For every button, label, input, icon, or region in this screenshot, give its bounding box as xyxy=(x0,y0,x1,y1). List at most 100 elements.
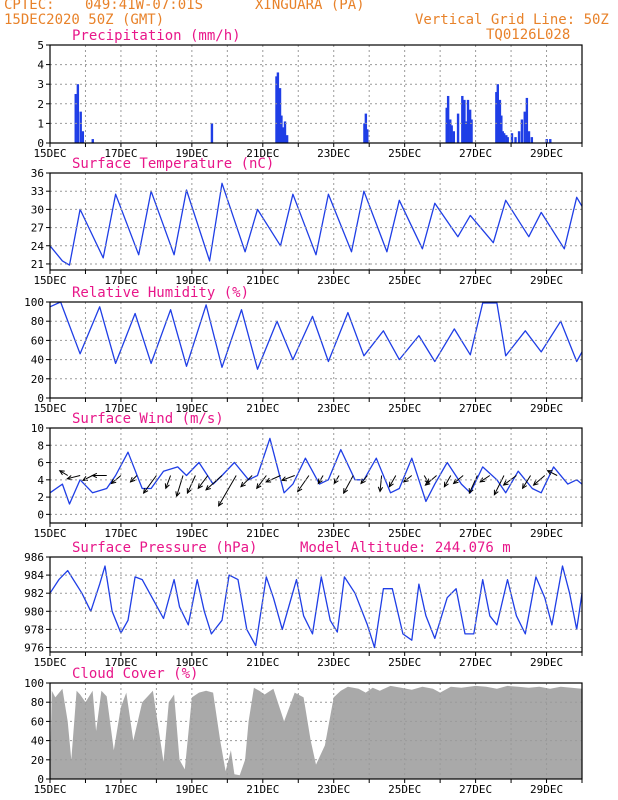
precip-bar xyxy=(283,121,287,143)
wind-vector xyxy=(205,475,223,491)
wind-ytick-label: 4 xyxy=(37,474,44,487)
cloud-frame xyxy=(49,682,583,780)
precip-bar xyxy=(81,131,85,143)
wind-ytick-label: 10 xyxy=(31,422,44,435)
wind-vector xyxy=(67,475,81,480)
rh-xtick-label: 29DEC xyxy=(530,402,563,415)
wind-vector xyxy=(479,475,491,483)
wind-vector-head xyxy=(546,470,553,475)
wind-vector-head xyxy=(142,488,149,495)
wind-xtick-label: 27DEC xyxy=(459,527,492,540)
precip-frame xyxy=(49,44,583,144)
cloud-xtick-label: 23DEC xyxy=(317,783,350,796)
precip-bar xyxy=(549,139,552,143)
wind-vector xyxy=(503,475,517,486)
wind-vector-head xyxy=(240,481,246,488)
wind-vector-head xyxy=(175,491,181,498)
wind-vector-head xyxy=(402,477,409,483)
cloud-ytick-label: 80 xyxy=(31,696,44,709)
wind-xtick-label: 21DEC xyxy=(246,527,279,540)
cloud-panel: 0 20 40 60 80 100 15DEC 17DEC 19DEC 21DEC 23DEC 25D… xyxy=(24,666,583,796)
wind-vector-head xyxy=(532,480,539,486)
wind-xtick-label: 19DEC xyxy=(175,527,208,540)
precip-bar xyxy=(466,99,470,143)
precip-bar xyxy=(366,129,369,143)
wind-vector xyxy=(443,475,452,487)
precip-bar xyxy=(364,113,368,143)
pres-frame xyxy=(49,556,583,653)
temp-xtick-label: 21DEC xyxy=(246,274,279,287)
precip-ytick-label: 3 xyxy=(37,78,44,91)
precip-bar xyxy=(530,137,534,143)
precip-bar xyxy=(510,133,514,143)
wind-vector xyxy=(547,470,558,476)
rh-xtick-label: 19DEC xyxy=(175,402,208,415)
wind-vector-head xyxy=(452,478,459,485)
precip-bar xyxy=(502,133,506,143)
header-coords: 049:41W-07:01S xyxy=(85,0,204,13)
precip-bar xyxy=(91,139,94,143)
rh-xtick-label: 27DEC xyxy=(459,402,492,415)
wind-vector-head xyxy=(343,488,348,495)
wind-vector xyxy=(493,475,505,495)
wind-xtick-label: 23DEC xyxy=(317,527,350,540)
temp-xtick-label: 19DEC xyxy=(175,274,208,287)
temp-title: Surface Temperature (nC) xyxy=(72,156,274,172)
pres-panel: 976 978 980 982 984 986 15DEC 17DEC 19DEC 21DEC 23… xyxy=(24,540,583,669)
precip-bar xyxy=(517,131,521,143)
wind-panel: 0 2 4 6 8 10 15DEC 17DEC 19DEC 21DEC 23DEC 25DEC 27D… xyxy=(31,411,583,540)
precip-bar xyxy=(363,123,366,143)
precip-xtick-label: 27DEC xyxy=(459,147,492,160)
rh-ytick-label: 40 xyxy=(31,354,44,367)
wind-vector xyxy=(130,475,138,483)
precip-ytick-label: 2 xyxy=(37,98,44,111)
precip-bar xyxy=(505,135,508,143)
temp-series-line xyxy=(49,182,583,266)
rh-frame xyxy=(49,301,583,399)
precip-bar xyxy=(464,121,468,143)
rh-series-line xyxy=(49,301,583,370)
precip-bar xyxy=(501,131,504,143)
rh-title: Relative Humidity (%) xyxy=(72,285,249,301)
precip-bar xyxy=(496,84,499,143)
wind-vector-head xyxy=(377,486,384,493)
precip-bar xyxy=(210,123,214,143)
pres-xtick-label: 19DEC xyxy=(175,656,208,669)
rh-ytick-label: 80 xyxy=(31,315,44,328)
cloud-xtick-label: 25DEC xyxy=(388,783,421,796)
temp-xtick-label: 25DEC xyxy=(388,274,421,287)
pres-ytick-label: 984 xyxy=(24,569,44,582)
rh-ytick-label: 20 xyxy=(31,373,44,386)
precip-bar xyxy=(500,115,503,143)
pres-xtick-label: 21DEC xyxy=(246,656,279,669)
model-altitude-label: Model Altitude: 244.076 m xyxy=(300,540,511,556)
precip-bar xyxy=(470,119,473,143)
temp-xtick-label: 27DEC xyxy=(459,274,492,287)
rh-ytick-label: 60 xyxy=(31,334,44,347)
wind-vector xyxy=(533,475,546,486)
precip-bar xyxy=(282,127,285,143)
precip-xtick-label: 17DEC xyxy=(104,147,137,160)
pres-xtick-label: 17DEC xyxy=(104,656,137,669)
temp-xtick-label: 17DEC xyxy=(104,274,137,287)
header-center: CPTEC: xyxy=(4,0,55,13)
precip-bar xyxy=(495,92,498,143)
precip-bar xyxy=(520,119,524,143)
precip-panel: 0 1 2 3 4 5 15DEC 17DEC 19DEC 21DEC 23DEC 25DEC 27DE… xyxy=(33,28,583,160)
wind-vector xyxy=(343,475,354,494)
pres-ytick-label: 982 xyxy=(24,587,44,600)
wind-vector-head xyxy=(218,500,224,507)
cloud-xtick-label: 27DEC xyxy=(459,783,492,796)
rh-xtick-label: 21DEC xyxy=(246,402,279,415)
wind-vector xyxy=(82,475,93,481)
temp-ytick-label: 27 xyxy=(31,222,44,235)
pres-xtick-label: 29DEC xyxy=(530,656,563,669)
wind-vector-head xyxy=(265,477,272,483)
header-grid-note: Vertical Grid Line: 50Z xyxy=(415,12,609,28)
wind-vector-head xyxy=(443,481,449,488)
cloud-xtick-label: 19DEC xyxy=(175,783,208,796)
precip-bar xyxy=(525,97,529,143)
wind-vector xyxy=(388,475,397,487)
wind-ytick-label: 8 xyxy=(37,439,44,452)
temp-panel: 21 24 27 30 33 36 15DEC 17DEC 19DEC 21DEC 23DEC 25D… xyxy=(31,156,583,287)
